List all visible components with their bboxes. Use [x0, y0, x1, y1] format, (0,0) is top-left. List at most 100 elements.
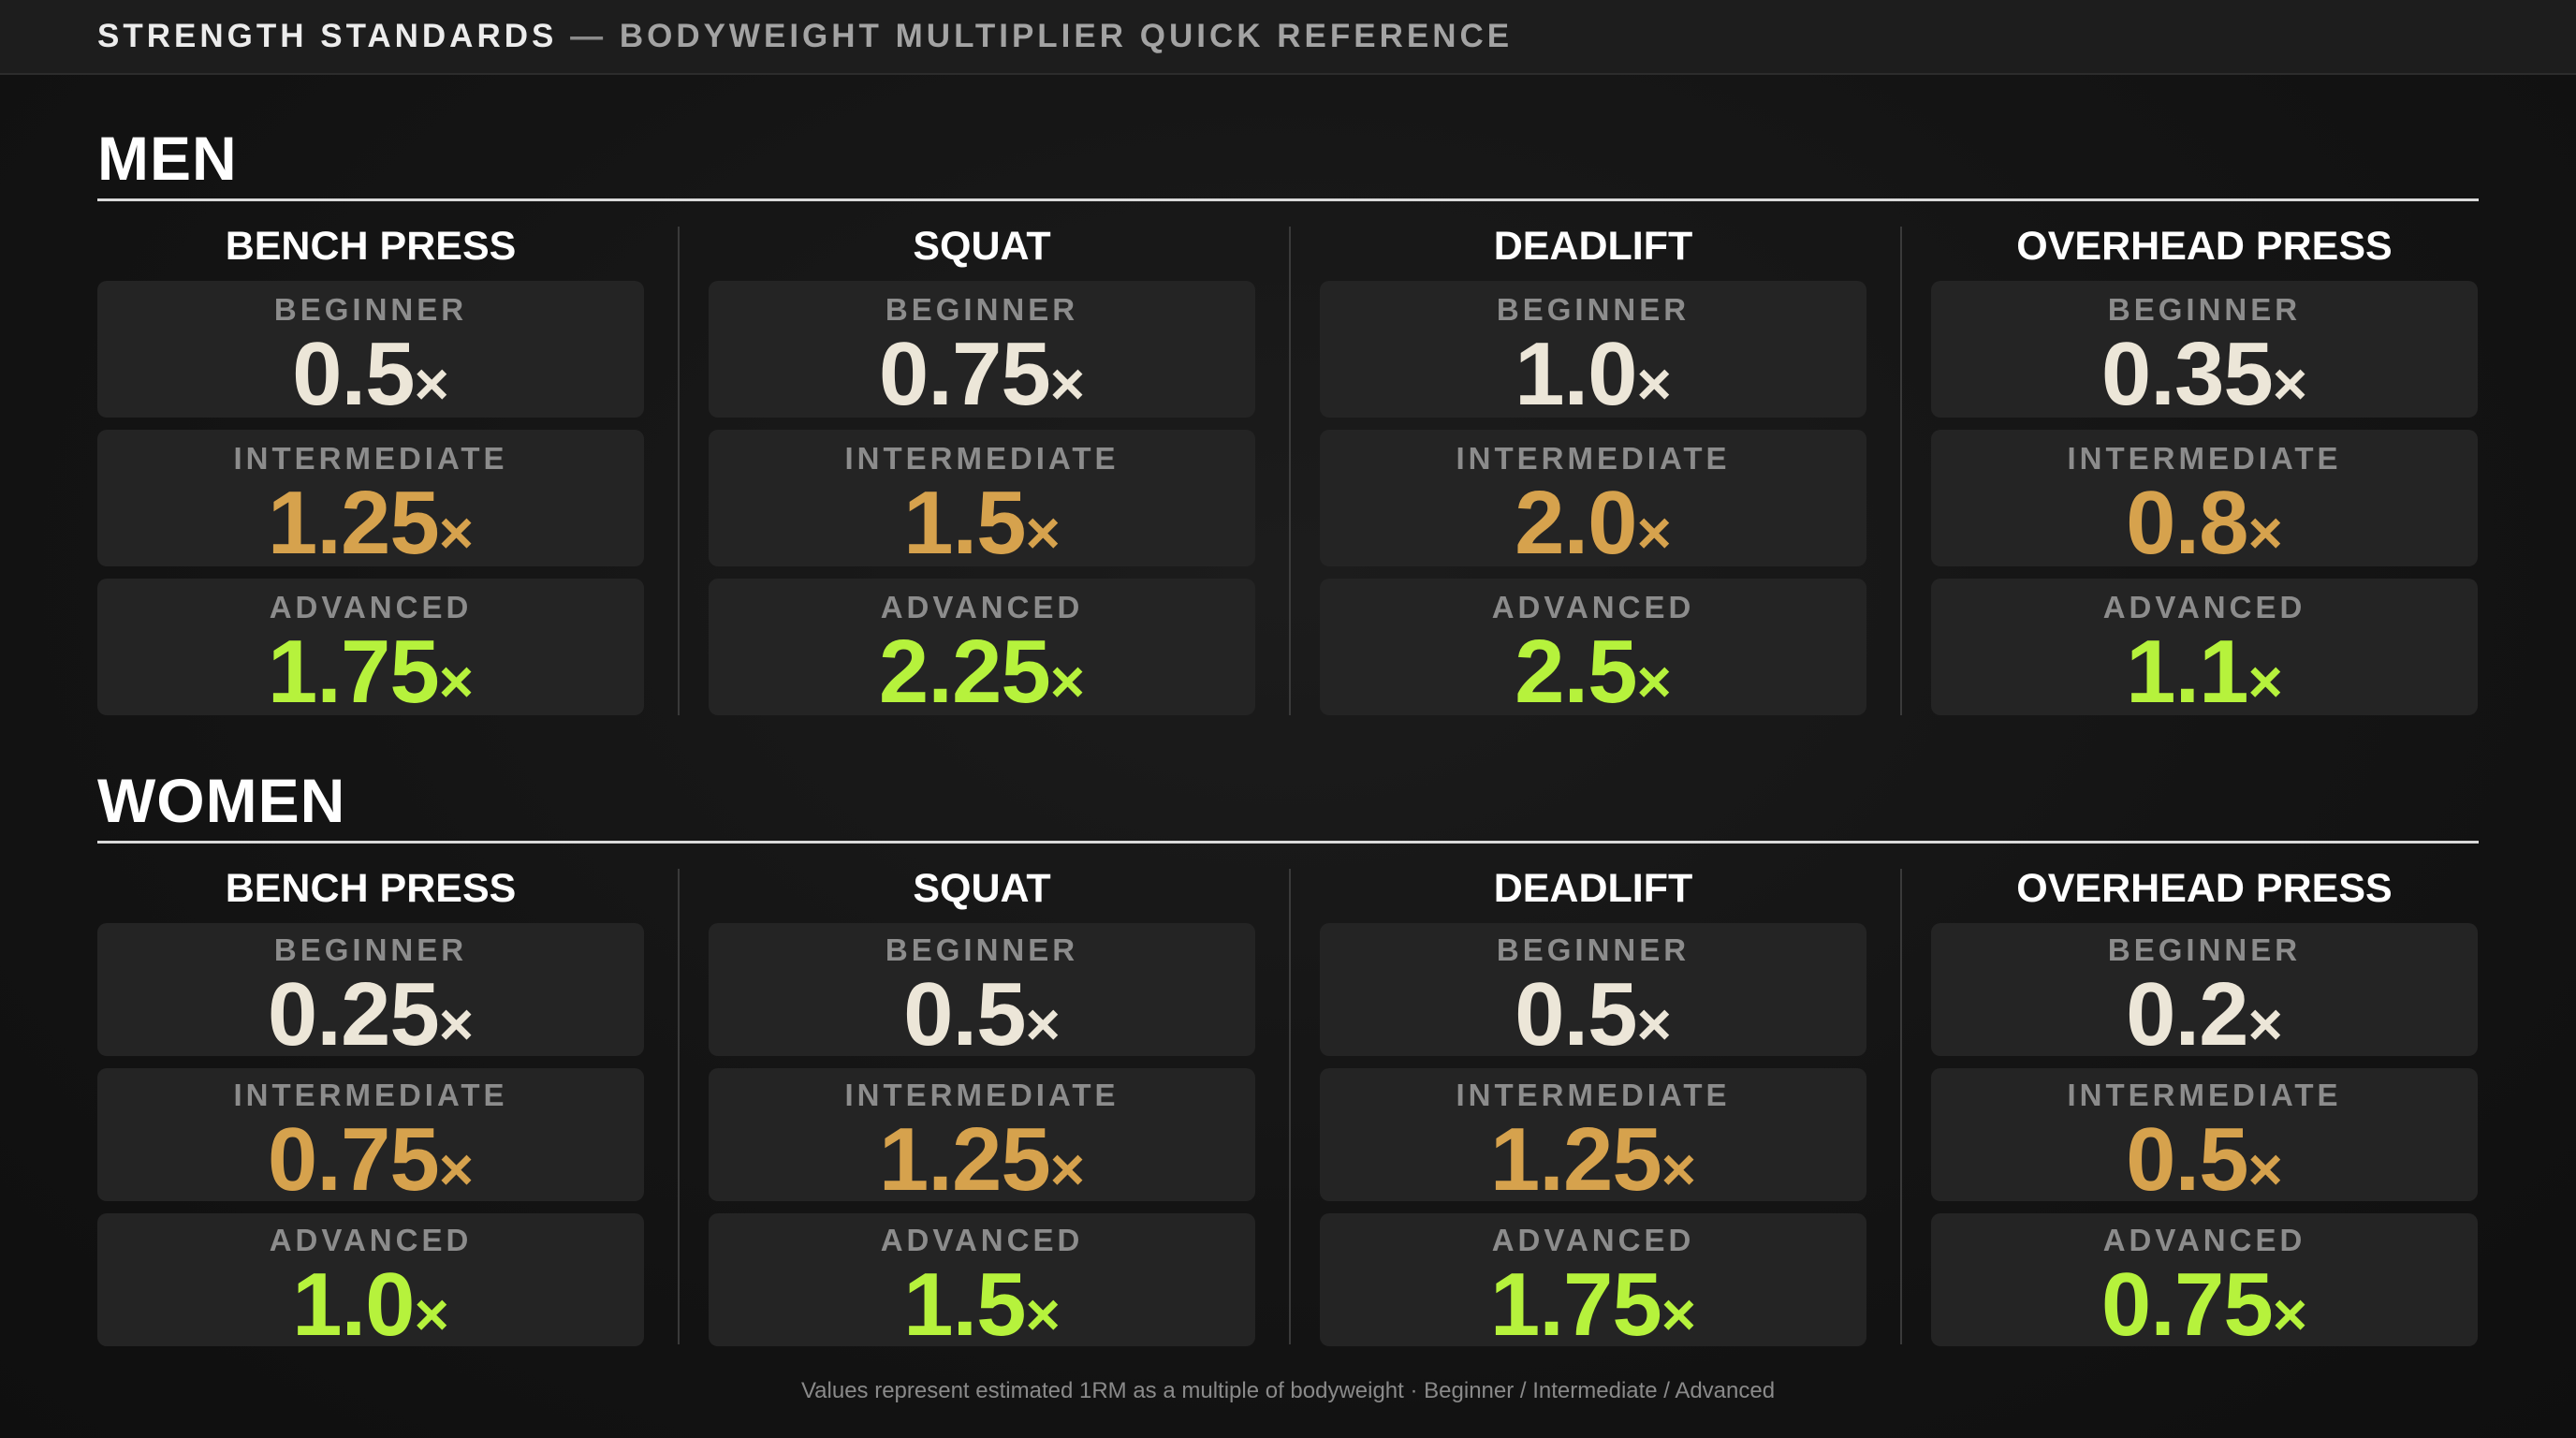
- multiplier-symbol: ×: [2247, 1136, 2283, 1203]
- level-card-intermediate: INTERMEDIATE 0.5×: [1931, 1068, 2478, 1205]
- lift-title: SQUAT: [913, 866, 1051, 911]
- multiplier-number: 1.0: [1515, 324, 1637, 424]
- header-title: STRENGTH STANDARDS: [97, 18, 558, 54]
- multiplier-symbol: ×: [438, 648, 475, 715]
- level-label: BEGINNER: [885, 292, 1079, 327]
- multiplier-number: 1.0: [292, 1255, 415, 1355]
- multiplier-value: 0.25×: [97, 970, 644, 1069]
- level-label: INTERMEDIATE: [233, 1078, 508, 1112]
- level-label: ADVANCED: [269, 590, 473, 624]
- level-label: INTERMEDIATE: [2067, 441, 2342, 476]
- level-label: INTERMEDIATE: [844, 441, 1120, 476]
- lift-column-bench-press: BENCH PRESS BEGINNER 0.5× INTERMEDIATE 1.25×…: [97, 127, 644, 783]
- multiplier-value: 1.5×: [709, 478, 1255, 578]
- level-card-advanced: ADVANCED 1.5×: [709, 1213, 1255, 1350]
- level-card-beginner: BEGINNER 0.2×: [1931, 923, 2478, 1060]
- section-women: WOMEN BENCH PRESS BEGINNER 0.25× INTERMEDIAT…: [97, 770, 2479, 1425]
- multiplier-value: 2.5×: [1320, 627, 1866, 726]
- level-card-advanced: ADVANCED 1.75×: [97, 579, 644, 717]
- multiplier-value: 0.75×: [709, 330, 1255, 429]
- level-card-beginner: BEGINNER 0.35×: [1931, 281, 2478, 419]
- level-label: ADVANCED: [880, 1223, 1084, 1257]
- multiplier-number: 0.75: [267, 1109, 440, 1210]
- level-label: ADVANCED: [1491, 590, 1695, 624]
- footer-note: Values represent estimated 1RM as a mult…: [800, 1378, 1776, 1403]
- multiplier-value: 0.5×: [1320, 970, 1866, 1069]
- level-label: INTERMEDIATE: [844, 1078, 1120, 1112]
- multiplier-value: 1.25×: [97, 478, 644, 578]
- multiplier-number: 0.75: [2100, 1255, 2274, 1355]
- multiplier-symbol: ×: [1636, 648, 1672, 715]
- level-card-beginner: BEGINNER 0.25×: [97, 923, 644, 1060]
- multiplier-number: 0.35: [2100, 324, 2274, 424]
- multiplier-value: 1.0×: [1320, 330, 1866, 429]
- lift-column-deadlift: DEADLIFT BEGINNER 1.0× INTERMEDIATE 2.0× ADVA…: [1320, 127, 1866, 783]
- multiplier-value: 1.25×: [709, 1115, 1255, 1214]
- level-card-intermediate: INTERMEDIATE 1.25×: [709, 1068, 1255, 1205]
- multiplier-number: 1.25: [1489, 1109, 1662, 1210]
- lift-title: DEADLIFT: [1493, 224, 1693, 269]
- multiplier-symbol: ×: [1049, 1136, 1086, 1203]
- multiplier-symbol: ×: [1661, 1281, 1697, 1348]
- multiplier-value: 1.75×: [1320, 1260, 1866, 1359]
- header-separator: —: [557, 18, 620, 54]
- level-label: INTERMEDIATE: [1456, 441, 1731, 476]
- multiplier-number: 1.5: [903, 1255, 1026, 1355]
- multiplier-symbol: ×: [2272, 1281, 2308, 1348]
- multiplier-number: 1.5: [903, 473, 1026, 573]
- multiplier-number: 2.5: [1515, 622, 1637, 722]
- level-label: BEGINNER: [885, 932, 1079, 967]
- level-card-advanced: ADVANCED 1.1×: [1931, 579, 2478, 717]
- level-label: BEGINNER: [273, 292, 468, 327]
- multiplier-value: 0.75×: [1931, 1260, 2478, 1359]
- multiplier-value: 0.8×: [1931, 478, 2478, 578]
- multiplier-value: 2.0×: [1320, 478, 1866, 578]
- multiplier-number: 0.5: [292, 324, 415, 424]
- level-card-advanced: ADVANCED 1.0×: [97, 1213, 644, 1350]
- multiplier-symbol: ×: [2247, 990, 2283, 1058]
- level-label: INTERMEDIATE: [2067, 1078, 2342, 1112]
- multiplier-number: 0.5: [2126, 1109, 2248, 1210]
- lift-title: BENCH PRESS: [225, 866, 517, 911]
- multiplier-value: 1.1×: [1931, 627, 2478, 726]
- level-label: BEGINNER: [2107, 932, 2302, 967]
- multiplier-symbol: ×: [1025, 990, 1061, 1058]
- level-card-beginner: BEGINNER 0.5×: [709, 923, 1255, 1060]
- lift-column-squat: SQUAT BEGINNER 0.5× INTERMEDIATE 1.25× ADVANC…: [709, 770, 1255, 1425]
- lift-column-overhead-press: OVERHEAD PRESS BEGINNER 0.2× INTERMEDIATE 0.…: [1931, 770, 2478, 1425]
- level-label: ADVANCED: [1491, 1223, 1695, 1257]
- lift-column-overhead-press: OVERHEAD PRESS BEGINNER 0.35× INTERMEDIATE 0…: [1931, 127, 2478, 783]
- multiplier-symbol: ×: [1049, 648, 1086, 715]
- multiplier-number: 0.5: [903, 964, 1026, 1064]
- multiplier-number: 0.5: [1515, 964, 1637, 1064]
- multiplier-value: 1.5×: [709, 1260, 1255, 1359]
- multiplier-number: 1.1: [2126, 622, 2248, 722]
- multiplier-number: 2.25: [878, 622, 1051, 722]
- multiplier-number: 0.2: [2126, 964, 2248, 1064]
- multiplier-value: 1.25×: [1320, 1115, 1866, 1214]
- level-card-advanced: ADVANCED 2.5×: [1320, 579, 1866, 717]
- level-card-beginner: BEGINNER 1.0×: [1320, 281, 1866, 419]
- multiplier-symbol: ×: [2272, 350, 2308, 418]
- level-card-beginner: BEGINNER 0.5×: [97, 281, 644, 419]
- multiplier-value: 0.5×: [1931, 1115, 2478, 1214]
- section-rule: [97, 198, 2479, 201]
- lift-title: OVERHEAD PRESS: [2016, 224, 2393, 269]
- header-bar: STRENGTH STANDARDS — BODYWEIGHT MULTIPLI…: [0, 0, 2576, 75]
- lift-column-squat: SQUAT BEGINNER 0.75× INTERMEDIATE 1.5× ADVANC…: [709, 127, 1255, 783]
- level-label: ADVANCED: [2102, 590, 2306, 624]
- level-card-beginner: BEGINNER 0.75×: [709, 281, 1255, 419]
- level-card-beginner: BEGINNER 0.5×: [1320, 923, 1866, 1060]
- multiplier-number: 0.8: [2126, 473, 2248, 573]
- multiplier-value: 0.35×: [1931, 330, 2478, 429]
- lift-column-deadlift: DEADLIFT BEGINNER 0.5× INTERMEDIATE 1.25× ADV…: [1320, 770, 1866, 1425]
- multiplier-symbol: ×: [1661, 1136, 1697, 1203]
- multiplier-symbol: ×: [2247, 499, 2283, 566]
- column-divider: [678, 227, 680, 715]
- level-label: ADVANCED: [880, 590, 1084, 624]
- level-card-intermediate: INTERMEDIATE 1.5×: [709, 430, 1255, 568]
- lift-title: OVERHEAD PRESS: [2016, 866, 2393, 911]
- header-title-line: STRENGTH STANDARDS — BODYWEIGHT MULTIPLI…: [97, 18, 1513, 55]
- multiplier-value: 1.0×: [97, 1260, 644, 1359]
